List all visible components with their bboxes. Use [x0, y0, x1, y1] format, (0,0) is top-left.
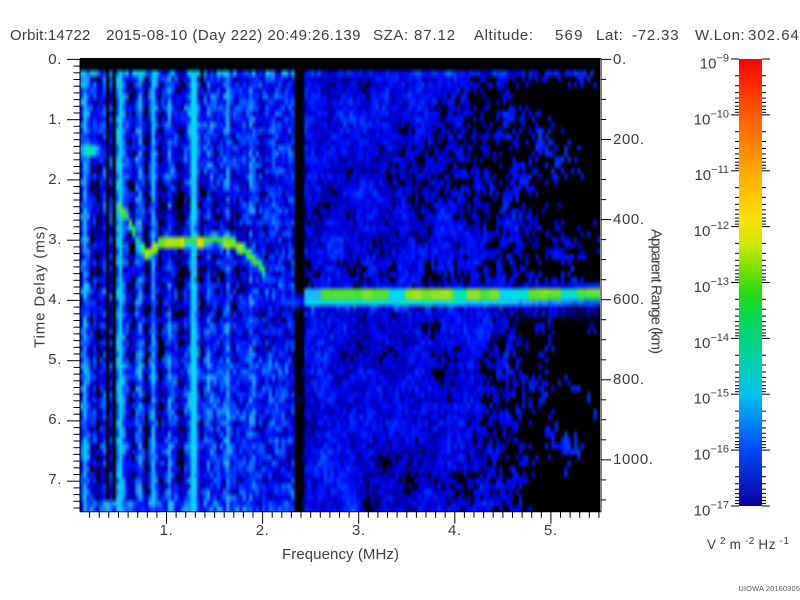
svg-text:10−13: 10−13	[694, 276, 729, 296]
svg-text:10−9: 10−9	[700, 52, 729, 72]
svg-text:10−10: 10−10	[694, 108, 729, 128]
svg-text:10−14: 10−14	[694, 332, 729, 352]
svg-text:10−17: 10−17	[694, 499, 729, 519]
svg-text:10−16: 10−16	[694, 444, 729, 464]
svg-text:Frequency (MHz): Frequency (MHz)	[282, 546, 399, 563]
svg-text:Apparent Range (km): Apparent Range (km)	[648, 229, 665, 354]
svg-text:V 2 m -2 Hz -1: V 2 m -2 Hz -1	[707, 536, 789, 552]
svg-text:10−15: 10−15	[694, 388, 729, 408]
svg-text:Time Delay (ms): Time Delay (ms)	[32, 226, 49, 348]
svg-text:10−12: 10−12	[694, 220, 729, 240]
svg-text:10−11: 10−11	[694, 164, 729, 184]
